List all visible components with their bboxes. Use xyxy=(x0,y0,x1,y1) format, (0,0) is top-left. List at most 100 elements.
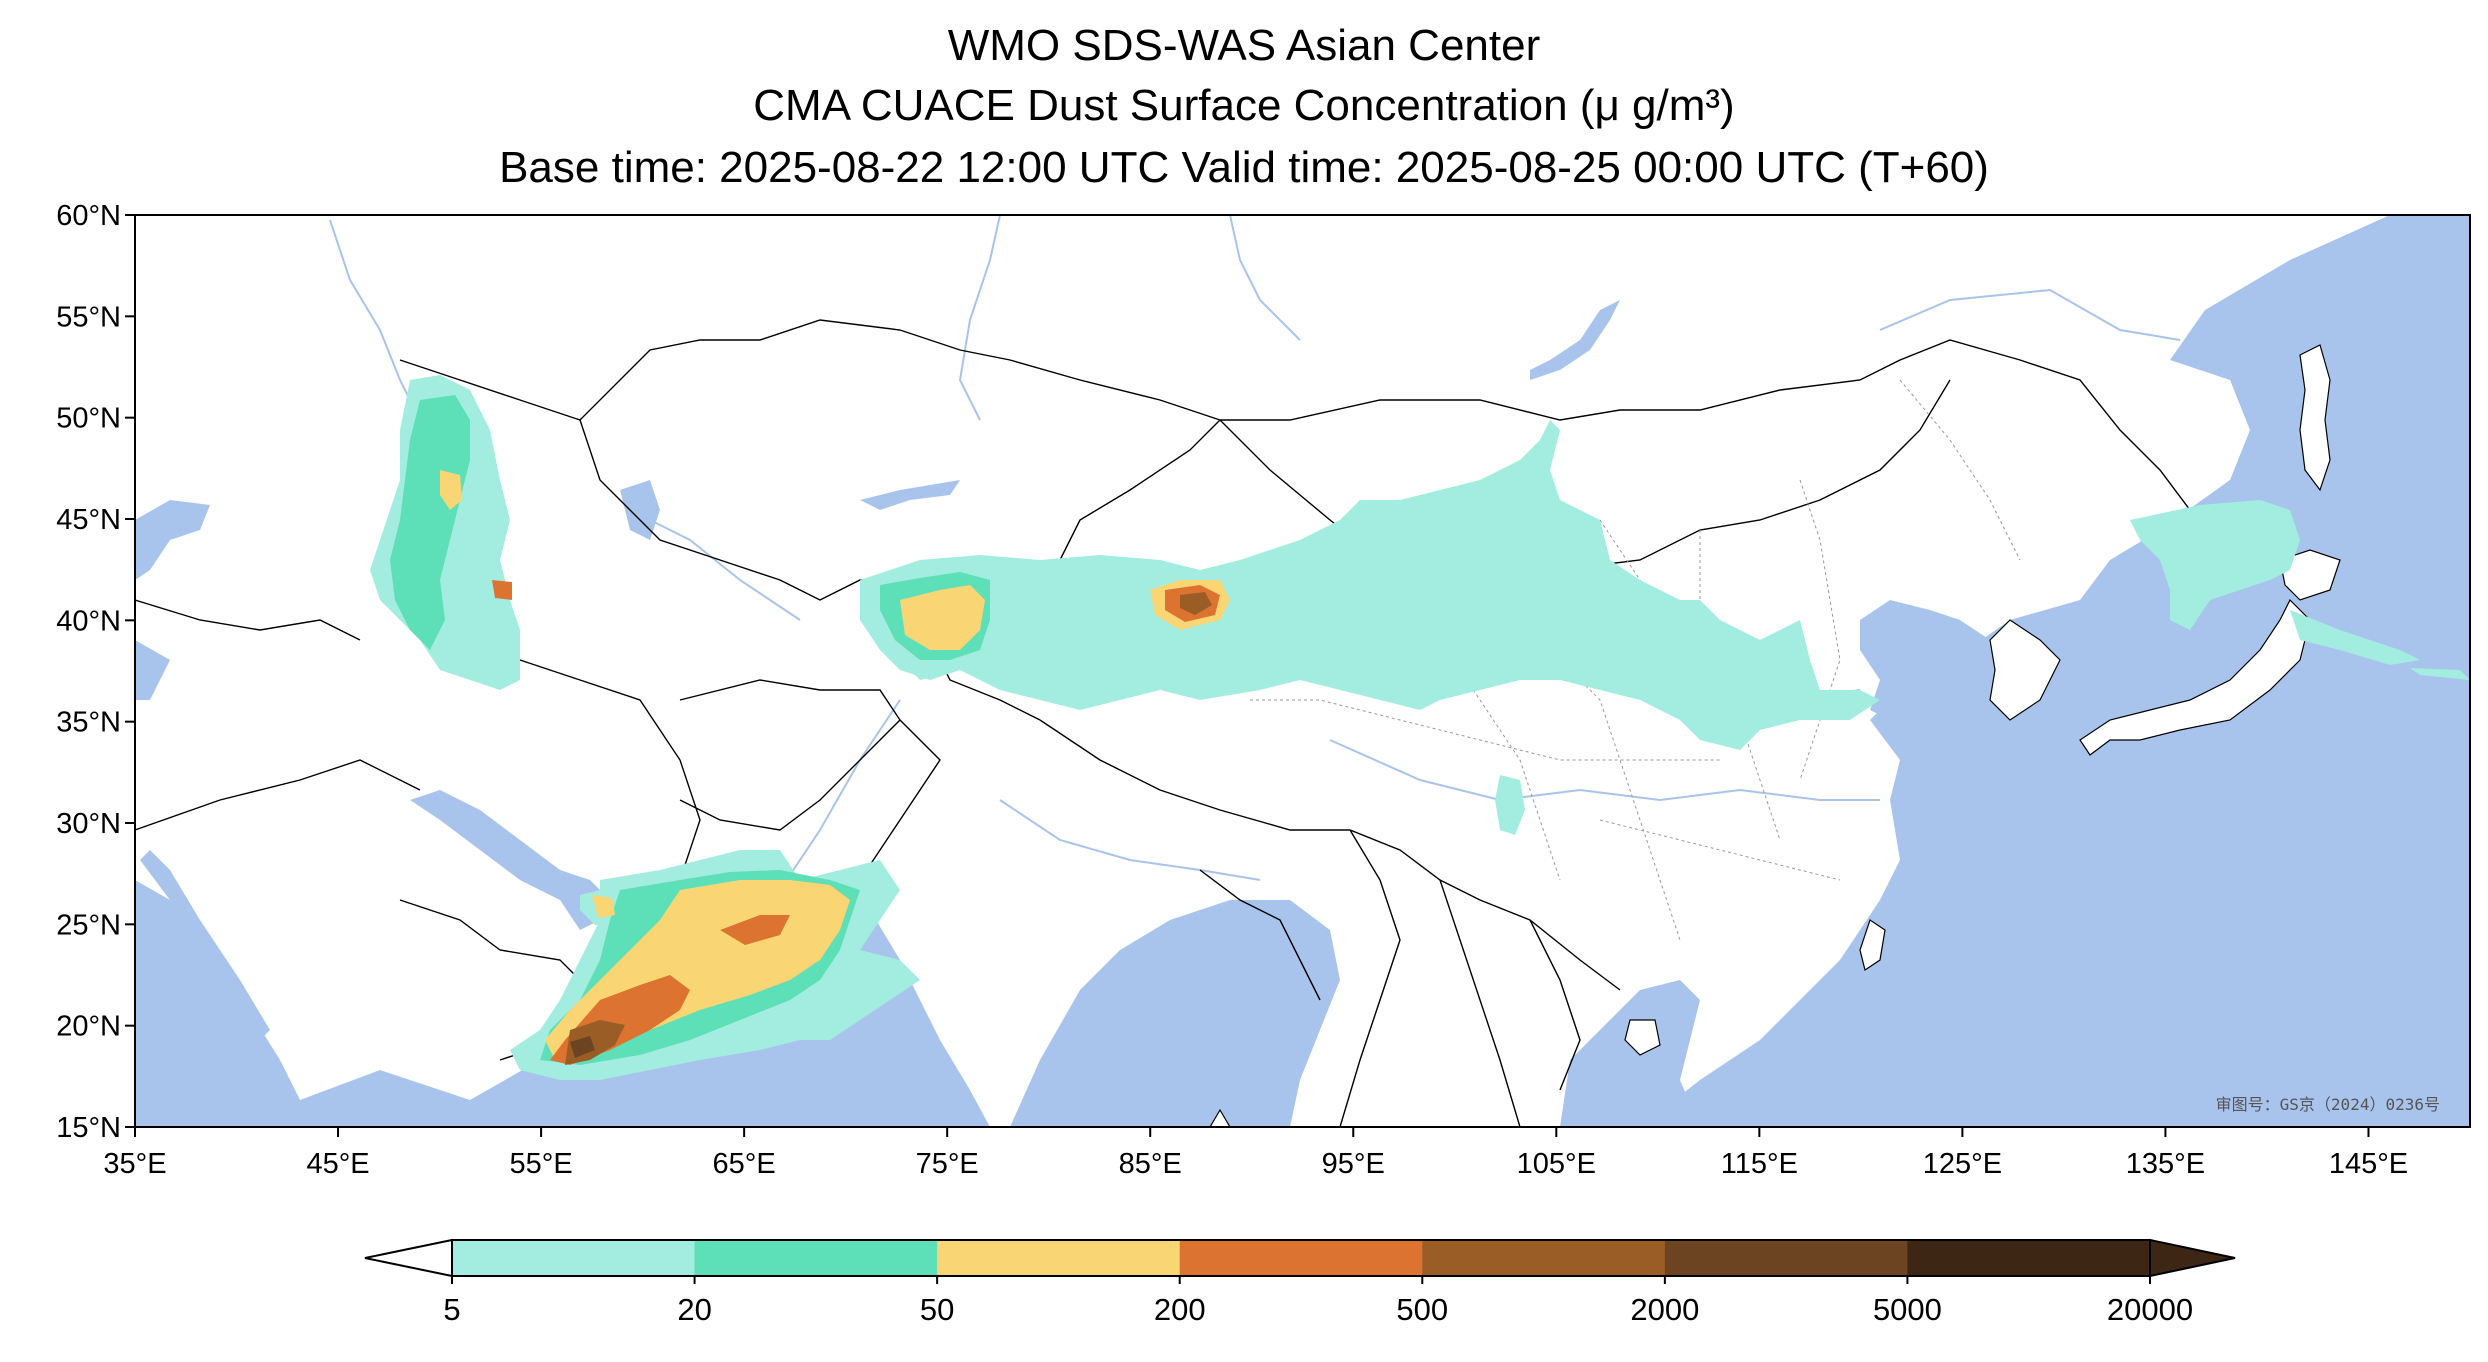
longitude-axis: 35°E 45°E 55°E 65°E 75°E 85°E 95°E 105°E 115°E 12… xyxy=(103,1127,2408,1180)
map-frame xyxy=(134,214,2471,1128)
border-afghanistan xyxy=(679,679,901,831)
colorbar-frame xyxy=(451,1239,2151,1277)
colorbar-label: 50 xyxy=(920,1292,954,1327)
colorbar-segment xyxy=(1422,1240,1666,1276)
border-china-south xyxy=(1039,719,1621,991)
lat-tick-label: 25°N xyxy=(56,909,121,941)
lon-tick-label: 45°E xyxy=(306,1148,369,1180)
river-ganges xyxy=(999,799,1261,881)
dust-region-japan-sea xyxy=(2130,500,2300,630)
dust-region-pacific-east xyxy=(2410,668,2470,680)
islands-layer xyxy=(1209,344,2341,1127)
black-sea xyxy=(135,500,210,580)
lat-tick-label: 35°N xyxy=(56,707,121,739)
lake-balkhash xyxy=(860,480,960,510)
lat-tick-label: 55°N xyxy=(56,301,121,333)
lon-tick-label: 65°E xyxy=(713,1148,776,1180)
lat-tick-label: 30°N xyxy=(56,808,121,840)
borders-layer xyxy=(135,319,2191,1127)
dust-high-caspian xyxy=(440,470,462,510)
dust-region-pacific-streak xyxy=(2290,610,2420,665)
dust-mid-caspian xyxy=(390,395,470,650)
border-turkey xyxy=(135,599,361,641)
lon-tick-label: 35°E xyxy=(103,1148,166,1180)
lat-tick-label: 15°N xyxy=(56,1112,121,1144)
lon-tick-label: 125°E xyxy=(1923,1148,2002,1180)
river-amu-darya xyxy=(649,519,801,621)
river-ob xyxy=(958,215,1001,421)
colorbar-segments xyxy=(452,1240,2151,1276)
lake-baikal xyxy=(1530,300,1620,380)
lon-tick-label: 55°E xyxy=(509,1148,572,1180)
colorbar-label: 20 xyxy=(677,1292,711,1327)
dust-vhigh-pakistan xyxy=(720,915,790,945)
south-china-sea xyxy=(1560,980,1700,1127)
lon-tick-label: 85°E xyxy=(1119,1148,1182,1180)
hokkaido-island xyxy=(2279,549,2341,601)
lon-tick-label: 105°E xyxy=(1517,1148,1596,1180)
colorbar-label: 5000 xyxy=(1873,1292,1942,1327)
border-russia-mongolia xyxy=(1220,339,2191,511)
persian-gulf xyxy=(410,790,610,930)
lon-tick-label: 95°E xyxy=(1322,1148,1385,1180)
colorbar-labels: 5 20 50 200 500 2000 5000 20000 xyxy=(443,1276,2193,1327)
lon-tick-label: 135°E xyxy=(2126,1148,2205,1180)
honshu-island xyxy=(2079,598,2311,756)
lat-tick-label: 45°N xyxy=(56,504,121,536)
red-sea xyxy=(140,850,270,1040)
dust-severe-arabian xyxy=(570,1036,595,1058)
colorbar-extend-high xyxy=(2149,1238,2236,1278)
border-russia-kazakhstan xyxy=(399,319,1221,421)
colorbar-segment xyxy=(1179,1240,1423,1276)
dust-high-fergana xyxy=(900,585,985,650)
map-title: WMO SDS-WAS Asian Center xyxy=(947,21,1541,70)
colorbar-label: 2000 xyxy=(1630,1292,1699,1327)
lat-tick-label: 60°N xyxy=(56,200,121,232)
lat-tick-label: 50°N xyxy=(56,403,121,435)
colorbar-label: 20000 xyxy=(2107,1292,2193,1327)
river-yenisei xyxy=(1229,215,1301,341)
bay-of-bengal xyxy=(1010,900,1340,1127)
colorbar-label: 5 xyxy=(443,1292,460,1327)
colorbar-segment xyxy=(1664,1240,1908,1276)
border-mongolia-china xyxy=(1219,379,1951,571)
dust-2000-5000 xyxy=(570,1036,595,1058)
hainan-island xyxy=(1624,1019,1661,1056)
lon-tick-label: 115°E xyxy=(1721,1148,1798,1180)
lon-tick-label: 75°E xyxy=(916,1148,979,1180)
colorbar-segment xyxy=(694,1240,938,1276)
river-volga xyxy=(329,219,421,421)
aral-sea xyxy=(620,480,660,540)
colorbar-segment xyxy=(1907,1240,2151,1276)
map-body: 审图号：GS京（2024）0236号 xyxy=(135,215,2470,1127)
latitude-axis: 60°N 55°N 50°N 45°N 40°N 35°N 30°N 25°N 20°N 15°N xyxy=(56,200,135,1144)
colorbar-extend-low xyxy=(364,1238,453,1278)
colorbar-segment xyxy=(937,1240,1181,1276)
lat-tick-label: 40°N xyxy=(56,605,121,637)
colorbar: 5 20 50 200 500 2000 5000 20000 xyxy=(364,1238,2236,1327)
colorbar-label: 200 xyxy=(1154,1292,1206,1327)
yellow-sea xyxy=(1860,600,1990,730)
map-subtitle: CMA CUACE Dust Surface Concentration (μ … xyxy=(753,81,1735,130)
dust-region-tibet-spot xyxy=(1495,775,1525,835)
dust-region-tarim-gobi xyxy=(860,420,1880,750)
colorbar-label: 500 xyxy=(1396,1292,1448,1327)
map-time-info: Base time: 2025-08-22 12:00 UTC Valid ti… xyxy=(499,143,1989,192)
dust-vhigh-caspian xyxy=(492,580,512,600)
sakhalin-island xyxy=(2299,344,2331,492)
river-indus xyxy=(779,699,901,891)
taiwan-island xyxy=(1859,919,1886,971)
sri-lanka xyxy=(1209,1108,1231,1127)
colorbar-segment xyxy=(452,1240,696,1276)
map-watermark: 审图号：GS京（2024）0236号 xyxy=(2216,1095,2440,1114)
border-indochina xyxy=(1439,879,1581,1127)
dust-extreme-taklamakan xyxy=(1180,592,1212,615)
river-yangtze xyxy=(1329,739,1880,802)
border-india-east xyxy=(1199,829,1401,1127)
mediterranean-edge xyxy=(135,640,170,700)
lon-tick-label: 145°E xyxy=(2329,1148,2408,1180)
dust-high-iran xyxy=(592,895,615,918)
lat-tick-label: 20°N xyxy=(56,1011,121,1043)
river-amur xyxy=(1879,288,2181,341)
